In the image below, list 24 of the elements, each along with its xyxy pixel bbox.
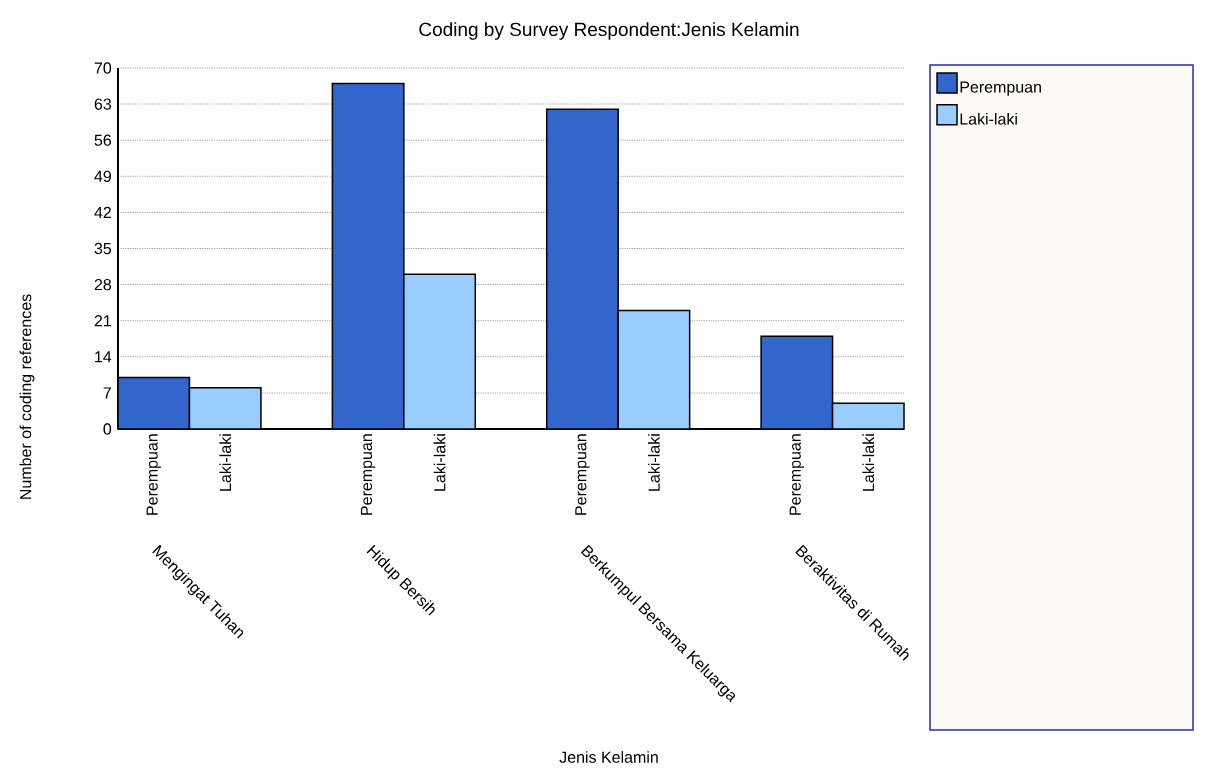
legend-label: Laki-laki: [960, 112, 1017, 125]
y-tick-label: 0: [103, 423, 112, 435]
text: Perempuan: [146, 434, 161, 515]
text: Perempuan: [360, 434, 376, 515]
y-tick-label: 28: [94, 278, 112, 291]
y-tick-label: 21: [94, 315, 111, 327]
y-tick-label: 49: [94, 170, 111, 182]
y-tick-label: 35: [94, 242, 112, 255]
y-axis-title: Number of coding references: [19, 294, 35, 499]
chart-title: Coding by Survey Respondent:Jenis Kelamin: [419, 22, 799, 40]
text: Laki-laki: [219, 434, 232, 491]
text: Perempuan: [575, 434, 590, 515]
text: Perempuan: [789, 434, 804, 515]
y-tick-label: 14: [95, 351, 112, 363]
text: Laki-laki: [648, 434, 660, 491]
y-tick-label: 63: [94, 98, 112, 110]
legend-label: Perempuan: [960, 81, 1041, 96]
text: Laki-laki: [433, 434, 446, 491]
y-tick-label: 56: [94, 134, 112, 146]
y-tick-label: 7: [103, 387, 111, 399]
x-axis-title: Jenis Kelamin: [559, 751, 658, 763]
text: Laki-laki: [862, 434, 875, 491]
y-tick-label: 42: [94, 206, 111, 218]
y-tick-label: 70: [94, 62, 112, 74]
